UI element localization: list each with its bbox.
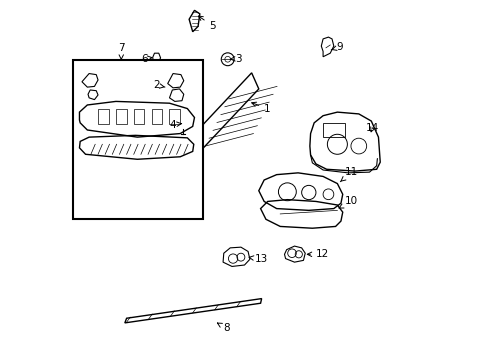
Text: 5: 5 [198,16,216,31]
Bar [323,123,344,137]
Text: 12: 12 [306,249,328,259]
Text: 7: 7 [118,43,124,59]
Bar [116,109,126,123]
Text: 11: 11 [340,167,358,182]
Text: 2: 2 [153,80,164,90]
Bar [169,109,180,123]
Bar [134,109,144,123]
Text: 14: 14 [365,123,378,133]
Text: 9: 9 [330,42,343,52]
Bar [73,60,203,219]
Bar [98,109,108,123]
Bar [151,109,162,123]
Text: 10: 10 [338,197,358,208]
Text: 6: 6 [141,54,152,64]
Text: 3: 3 [229,54,242,64]
Text: 13: 13 [248,254,268,264]
Text: 8: 8 [217,323,229,333]
Text: 4: 4 [169,120,181,130]
Text: 1: 1 [251,102,270,113]
